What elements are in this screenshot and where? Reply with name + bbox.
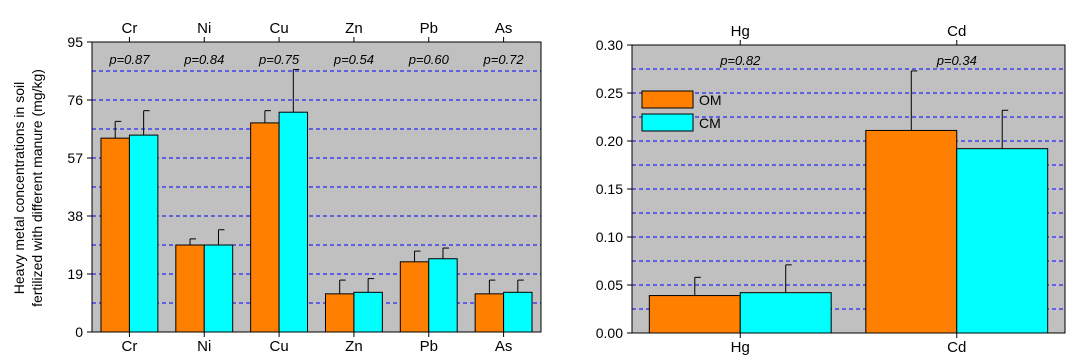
y-tick-label: 0.30 bbox=[596, 37, 623, 53]
category-label-top: Pb bbox=[420, 20, 438, 37]
legend-label-cm: CM bbox=[699, 115, 721, 131]
p-value-label: p=0.34 bbox=[936, 53, 977, 68]
y-tick-label: 38 bbox=[67, 208, 83, 224]
y-tick-label: 0.05 bbox=[596, 277, 623, 293]
category-label-top: Ni bbox=[197, 20, 211, 37]
category-label: Cd bbox=[947, 339, 966, 356]
p-value-label: p=0.84 bbox=[183, 52, 224, 67]
right-bar-chart: Hg Hg p=0.82 Cd Cd p=0.34 0.00 0.05 0.10 0.15 0.20… bbox=[596, 23, 1066, 356]
bar-om-ni bbox=[175, 244, 205, 333]
bar-om-cu bbox=[250, 122, 280, 333]
y-tick-label: 0 bbox=[75, 324, 83, 340]
y-axis-title-line-2: fertilized with different manure (mg/kg) bbox=[29, 69, 45, 307]
bar-om-pb bbox=[399, 261, 430, 333]
category-label: Cu bbox=[269, 338, 288, 355]
bar-cm-cd bbox=[956, 148, 1049, 334]
left-bar-chart: Cr Cr p=0.87 Ni Ni p=0.84 Cu Cu p=0.75 Zn Zn p=0.54… bbox=[67, 20, 542, 355]
category-label: Zn bbox=[345, 338, 363, 355]
bar-om-cr bbox=[100, 137, 130, 333]
category-label: Pb bbox=[420, 338, 438, 355]
bar-cm-ni bbox=[203, 244, 234, 333]
p-value-label: p=0.72 bbox=[483, 52, 525, 67]
legend-label-om: OM bbox=[699, 92, 722, 108]
y-tick-label: 0.25 bbox=[596, 85, 623, 101]
p-value-label: p=0.54 bbox=[333, 52, 374, 67]
legend-swatch-om bbox=[641, 90, 694, 109]
y-tick-label: 95 bbox=[67, 34, 83, 50]
p-value-label: p=0.75 bbox=[258, 52, 300, 67]
y-tick-label: 0.00 bbox=[596, 325, 623, 341]
bar-om-cd bbox=[865, 129, 958, 334]
category-label-top: Zn bbox=[345, 20, 363, 37]
y-tick-label: 19 bbox=[67, 266, 83, 282]
category-label-top: Hg bbox=[731, 23, 750, 40]
y-tick-label: 0.10 bbox=[596, 229, 623, 245]
y-tick-label: 76 bbox=[67, 92, 83, 108]
category-label-top: Cd bbox=[947, 23, 966, 40]
bar-cm-as bbox=[503, 291, 533, 333]
y-tick-label: 0.15 bbox=[596, 181, 623, 197]
y-axis-title-line-1: Heavy metal concentrations in soil bbox=[11, 82, 27, 294]
category-label-top: Cr bbox=[122, 20, 138, 37]
p-value-label: p=0.60 bbox=[408, 52, 450, 67]
category-label: Cr bbox=[122, 338, 138, 355]
bar-cm-hg bbox=[739, 292, 832, 334]
plot-frame bbox=[631, 44, 1066, 334]
y-axis-title: Heavy metal concentrations in soil ferti… bbox=[11, 69, 45, 307]
category-label: Hg bbox=[731, 339, 750, 356]
bar-om-as bbox=[474, 293, 505, 333]
p-value-label: p=0.87 bbox=[108, 52, 150, 67]
p-value-label: p=0.82 bbox=[719, 53, 761, 68]
plot-frame bbox=[91, 41, 542, 333]
bar-om-hg bbox=[648, 295, 741, 334]
bar-cm-zn bbox=[353, 291, 383, 333]
bar-om-zn bbox=[324, 293, 355, 333]
category-label-top: As bbox=[495, 20, 513, 37]
legend-swatch-cm bbox=[641, 113, 694, 132]
bar-cm-pb bbox=[428, 258, 458, 333]
category-label-top: Cu bbox=[269, 20, 288, 37]
category-label: Ni bbox=[197, 338, 211, 355]
category-label: As bbox=[495, 338, 513, 355]
y-tick-label: 0.20 bbox=[596, 133, 623, 149]
bar-cm-cu bbox=[278, 111, 309, 333]
bar-cm-cr bbox=[128, 134, 159, 333]
y-tick-label: 57 bbox=[67, 150, 83, 166]
legend: OM CM bbox=[641, 90, 722, 132]
